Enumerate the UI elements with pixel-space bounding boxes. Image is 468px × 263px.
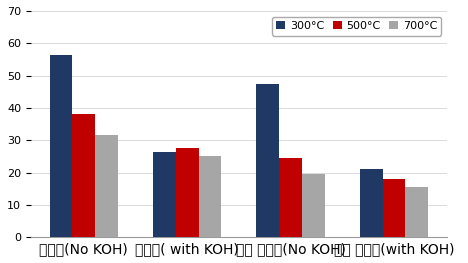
Bar <box>198 156 221 237</box>
Legend: 300°C, 500°C, 700°C: 300°C, 500°C, 700°C <box>272 17 441 36</box>
Bar <box>153 151 176 237</box>
Bar <box>256 84 279 237</box>
Bar <box>50 55 73 237</box>
Bar <box>73 114 95 237</box>
Bar <box>279 158 302 237</box>
Bar <box>95 135 118 237</box>
Bar <box>360 169 383 237</box>
Bar <box>176 148 198 237</box>
Bar <box>405 187 428 237</box>
Bar <box>302 174 325 237</box>
Bar <box>383 179 405 237</box>
